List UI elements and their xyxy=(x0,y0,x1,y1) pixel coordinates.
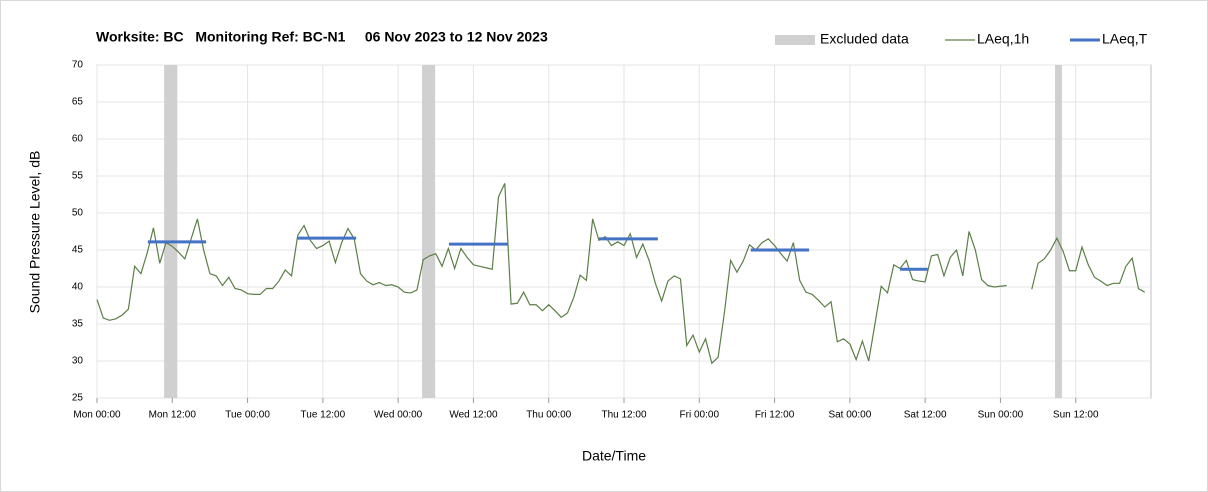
y-tick-label: 45 xyxy=(72,245,84,256)
excluded-band xyxy=(1055,65,1062,398)
excluded-band xyxy=(164,65,178,398)
y-tick-label: 40 xyxy=(72,282,84,293)
chart-title: Worksite: BC Monitoring Ref: BC-N1 06 No… xyxy=(96,29,548,45)
x-tick-label: Sat 00:00 xyxy=(828,410,871,421)
x-tick-label: Thu 12:00 xyxy=(601,410,646,421)
y-tick-label: 60 xyxy=(72,134,84,145)
y-tick-label: 35 xyxy=(72,319,84,330)
legend-label: LAeq,1h xyxy=(977,31,1029,47)
excluded-band xyxy=(421,65,436,398)
y-axis-label: Sound Pressure Level, dB xyxy=(27,151,43,314)
y-tick-label: 30 xyxy=(72,356,84,367)
data-line xyxy=(96,183,1146,365)
legend-label: Excluded data xyxy=(820,31,909,47)
x-tick-label: Wed 12:00 xyxy=(449,410,498,421)
x-tick-label: Mon 12:00 xyxy=(149,410,197,421)
x-tick-label: Wed 00:00 xyxy=(374,410,423,421)
x-tick-label: Tue 12:00 xyxy=(301,410,346,421)
y-tick-label: 50 xyxy=(72,208,84,219)
x-tick-label: Mon 00:00 xyxy=(73,410,121,421)
x-tick-label: Thu 00:00 xyxy=(526,410,571,421)
y-tick-label: 25 xyxy=(72,393,84,404)
x-tick-label: Sat 12:00 xyxy=(904,410,947,421)
x-tick-label: Sun 12:00 xyxy=(1053,410,1099,421)
y-tick-label: 65 xyxy=(72,97,84,108)
x-tick-label: Sun 00:00 xyxy=(978,410,1024,421)
y-tick-label: 70 xyxy=(72,60,84,71)
x-tick-label: Fri 00:00 xyxy=(680,410,720,421)
legend-swatch xyxy=(775,35,815,45)
x-tick-label: Fri 12:00 xyxy=(755,410,795,421)
x-tick-label: Tue 00:00 xyxy=(225,410,270,421)
x-axis-label: Date/Time xyxy=(582,448,646,464)
legend-label: LAeq,T xyxy=(1102,31,1148,47)
y-tick-label: 55 xyxy=(72,171,84,182)
